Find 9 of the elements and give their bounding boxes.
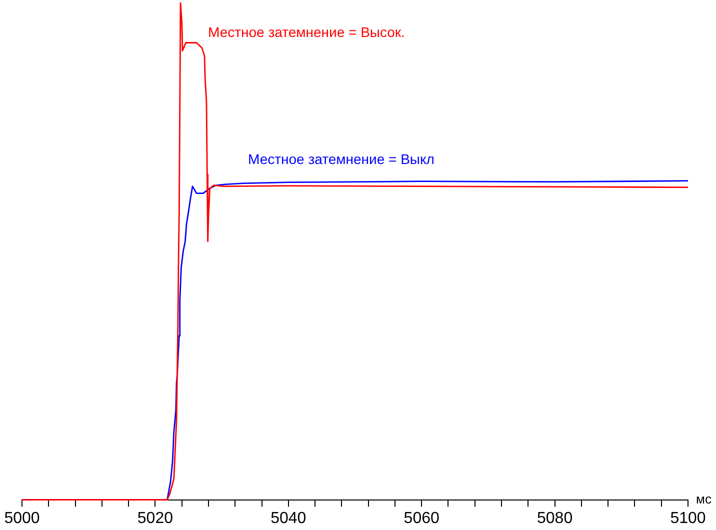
x-tick-label: 5100 [670,510,706,527]
x-tick-label: 5060 [404,510,440,527]
series-label: Местное затемнение = Выкл [248,150,434,167]
x-axis-title: мс [696,491,712,506]
x-tick-label: 5080 [537,510,573,527]
x-tick-label: 5000 [4,510,40,527]
x-tick-label: 5020 [137,510,174,527]
x-tick-label: 5040 [270,510,306,527]
series-label: Местное затемнение = Высок. [208,24,405,40]
